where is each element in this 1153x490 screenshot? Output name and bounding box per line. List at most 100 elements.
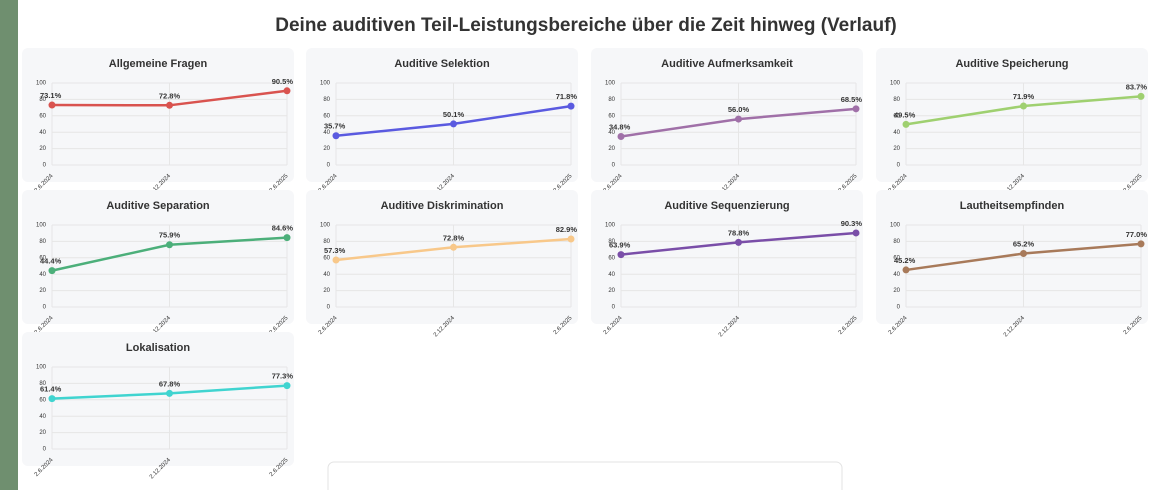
y-tick-label: 40 (608, 130, 615, 136)
y-tick-label: 40 (39, 272, 46, 278)
point (283, 382, 291, 390)
y-tick-label: 0 (897, 305, 901, 311)
point (567, 235, 575, 243)
y-tick-label: 20 (323, 146, 330, 152)
point (450, 120, 457, 128)
chart-title: Auditive Sequenzierung (664, 200, 789, 212)
data-label: 68.5% (841, 95, 863, 104)
empty-card (327, 461, 843, 490)
data-label: 82.9% (556, 225, 578, 234)
y-tick-label: 100 (890, 81, 901, 87)
y-tick-label: 0 (612, 305, 616, 311)
y-tick-label: 80 (608, 239, 615, 245)
y-tick-label: 60 (893, 113, 900, 119)
data-label: 56.0% (728, 105, 750, 114)
data-label: 84.6% (272, 224, 294, 233)
y-tick-label: 0 (327, 305, 331, 311)
data-label: 65.2% (1013, 240, 1035, 249)
data-label: 45.2% (894, 256, 916, 265)
y-tick-label: 40 (323, 130, 330, 136)
y-tick-label: 100 (36, 81, 47, 87)
y-tick-label: 40 (608, 272, 615, 278)
data-label: 35.7% (324, 122, 346, 131)
y-tick-label: 80 (39, 239, 46, 245)
point (166, 101, 173, 109)
point (1020, 102, 1027, 110)
chart-title: Auditive Speicherung (955, 58, 1068, 70)
chart-title: Lokalisation (126, 342, 190, 354)
data-label: 77.3% (272, 372, 294, 381)
data-label: 90.3% (841, 219, 863, 228)
point (166, 389, 173, 397)
chart-title: Auditive Separation (106, 200, 210, 212)
point (48, 101, 56, 109)
y-tick-label: 0 (43, 163, 47, 169)
data-label: 50.1% (443, 110, 465, 119)
data-label: 61.4% (40, 385, 62, 394)
point (283, 234, 291, 242)
y-tick-label: 80 (893, 97, 900, 103)
point (1020, 250, 1027, 258)
y-tick-label: 60 (39, 255, 46, 261)
y-tick-label: 80 (323, 239, 330, 245)
point (617, 251, 625, 259)
y-tick-label: 80 (39, 97, 46, 103)
y-tick-label: 0 (43, 305, 47, 311)
point (735, 115, 742, 123)
y-tick-label: 20 (39, 430, 46, 436)
y-tick-label: 80 (39, 381, 46, 387)
data-label: 77.0% (1126, 230, 1148, 239)
y-tick-label: 60 (39, 397, 46, 403)
point (1137, 240, 1145, 248)
y-tick-label: 20 (39, 288, 46, 294)
y-tick-label: 60 (608, 255, 615, 261)
y-tick-label: 100 (36, 365, 47, 371)
data-label: 57.3% (324, 246, 346, 255)
data-label: 72.8% (159, 91, 181, 100)
data-label: 90.5% (272, 77, 294, 86)
y-tick-label: 100 (320, 223, 331, 229)
y-tick-label: 0 (327, 163, 331, 169)
y-tick-label: 40 (39, 414, 46, 420)
y-tick-label: 100 (605, 223, 616, 229)
data-label: 63.9% (609, 241, 631, 250)
y-tick-label: 20 (893, 146, 900, 152)
chart-title: Auditive Diskrimination (381, 200, 504, 212)
y-tick-label: 60 (39, 113, 46, 119)
y-tick-label: 100 (890, 223, 901, 229)
y-tick-label: 100 (320, 81, 331, 87)
y-tick-label: 20 (608, 146, 615, 152)
chart-title: Lautheitsempfinden (960, 200, 1065, 212)
point (852, 105, 860, 113)
point (902, 266, 910, 274)
y-tick-label: 20 (893, 288, 900, 294)
y-tick-label: 0 (612, 163, 616, 169)
chart-title: Allgemeine Fragen (109, 58, 208, 70)
y-tick-label: 40 (323, 272, 330, 278)
data-label: 73.1% (40, 91, 62, 100)
point (450, 243, 457, 251)
point (1137, 92, 1145, 100)
data-label: 67.8% (159, 379, 181, 388)
y-tick-label: 80 (608, 97, 615, 103)
data-label: 78.8% (728, 228, 750, 237)
point (852, 229, 860, 237)
y-tick-label: 100 (36, 223, 47, 229)
chart-title: Auditive Selektion (394, 58, 490, 70)
y-tick-label: 60 (608, 113, 615, 119)
point (48, 395, 56, 403)
point (617, 132, 625, 140)
point (332, 132, 340, 140)
y-tick-label: 40 (893, 272, 900, 278)
point (283, 87, 291, 95)
point (332, 256, 340, 264)
point (902, 120, 910, 128)
chart-title: Auditive Aufmerksamkeit (661, 58, 793, 70)
data-label: 44.4% (40, 257, 62, 266)
y-tick-label: 40 (39, 130, 46, 136)
data-label: 71.8% (556, 92, 578, 101)
point (735, 238, 742, 246)
y-tick-label: 60 (323, 113, 330, 119)
page-title: Deine auditiven Teil-Leistungsbereiche ü… (275, 15, 897, 36)
